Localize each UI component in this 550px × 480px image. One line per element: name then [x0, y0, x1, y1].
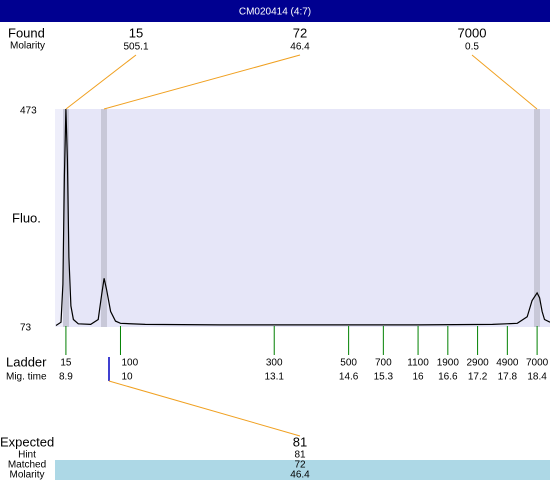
y-axis-label: Fluo. — [12, 210, 41, 225]
peak-connector — [103, 54, 301, 110]
expected-connector — [108, 380, 301, 437]
peak-molarity: 505.1 — [123, 42, 148, 53]
ladder-size: 4900 — [496, 358, 519, 369]
ladder-size: 700 — [375, 358, 392, 369]
peak-band — [534, 109, 540, 327]
ladder-size: 100 — [121, 358, 138, 369]
peak-molarity: 0.5 — [465, 42, 479, 53]
matched-band — [55, 460, 550, 480]
y-tick-label: 73 — [20, 323, 32, 334]
peak-band — [101, 109, 107, 327]
mig-time: 18.4 — [527, 372, 547, 383]
mig-time: 10 — [121, 372, 133, 383]
mig-time: 13.1 — [264, 372, 284, 383]
matched-value: 72 — [294, 460, 306, 471]
y-tick-label: 473 — [20, 106, 37, 117]
expected-label: Expected — [0, 434, 54, 449]
plot-edge — [55, 109, 64, 327]
title-bar — [0, 0, 550, 22]
plot-area — [55, 109, 550, 327]
hint-label: Hint — [18, 450, 36, 461]
hint-value: 81 — [294, 450, 306, 461]
ladder-size: 15 — [60, 358, 72, 369]
ladder-size: 500 — [340, 358, 357, 369]
ladder-size: 1900 — [437, 358, 460, 369]
peak-band — [63, 109, 69, 327]
mig-time: 15.3 — [374, 372, 394, 383]
ladder-size: 300 — [266, 358, 283, 369]
peak-connector — [471, 54, 538, 110]
mig-time: 14.6 — [339, 372, 359, 383]
peak-size: 15 — [129, 25, 143, 40]
peak-connector — [65, 54, 137, 110]
ladder-size: 1100 — [407, 358, 429, 369]
ladder-size: 7000 — [526, 358, 549, 369]
matched-label: Matched — [8, 460, 46, 471]
found-label: Found — [8, 25, 45, 40]
ladder-label: Ladder — [6, 354, 47, 369]
expected-value: 81 — [293, 434, 307, 449]
mig-time-label: Mig. time — [6, 372, 47, 383]
ladder-size: 2900 — [466, 358, 489, 369]
molarity-row-label: Molarity — [9, 470, 44, 480]
molarity-value: 46.4 — [290, 470, 310, 480]
mig-time: 17.8 — [498, 372, 518, 383]
peak-size: 72 — [293, 25, 307, 40]
mig-time: 17.2 — [468, 372, 488, 383]
mig-time: 8.9 — [59, 372, 73, 383]
title: CM020414 (4:7) — [239, 7, 311, 18]
peak-molarity: 46.4 — [290, 42, 310, 53]
molarity-label: Molarity — [10, 41, 45, 52]
mig-time: 16.6 — [438, 372, 458, 383]
mig-time: 16 — [413, 372, 425, 383]
peak-size: 7000 — [458, 25, 487, 40]
trace — [55, 108, 550, 327]
